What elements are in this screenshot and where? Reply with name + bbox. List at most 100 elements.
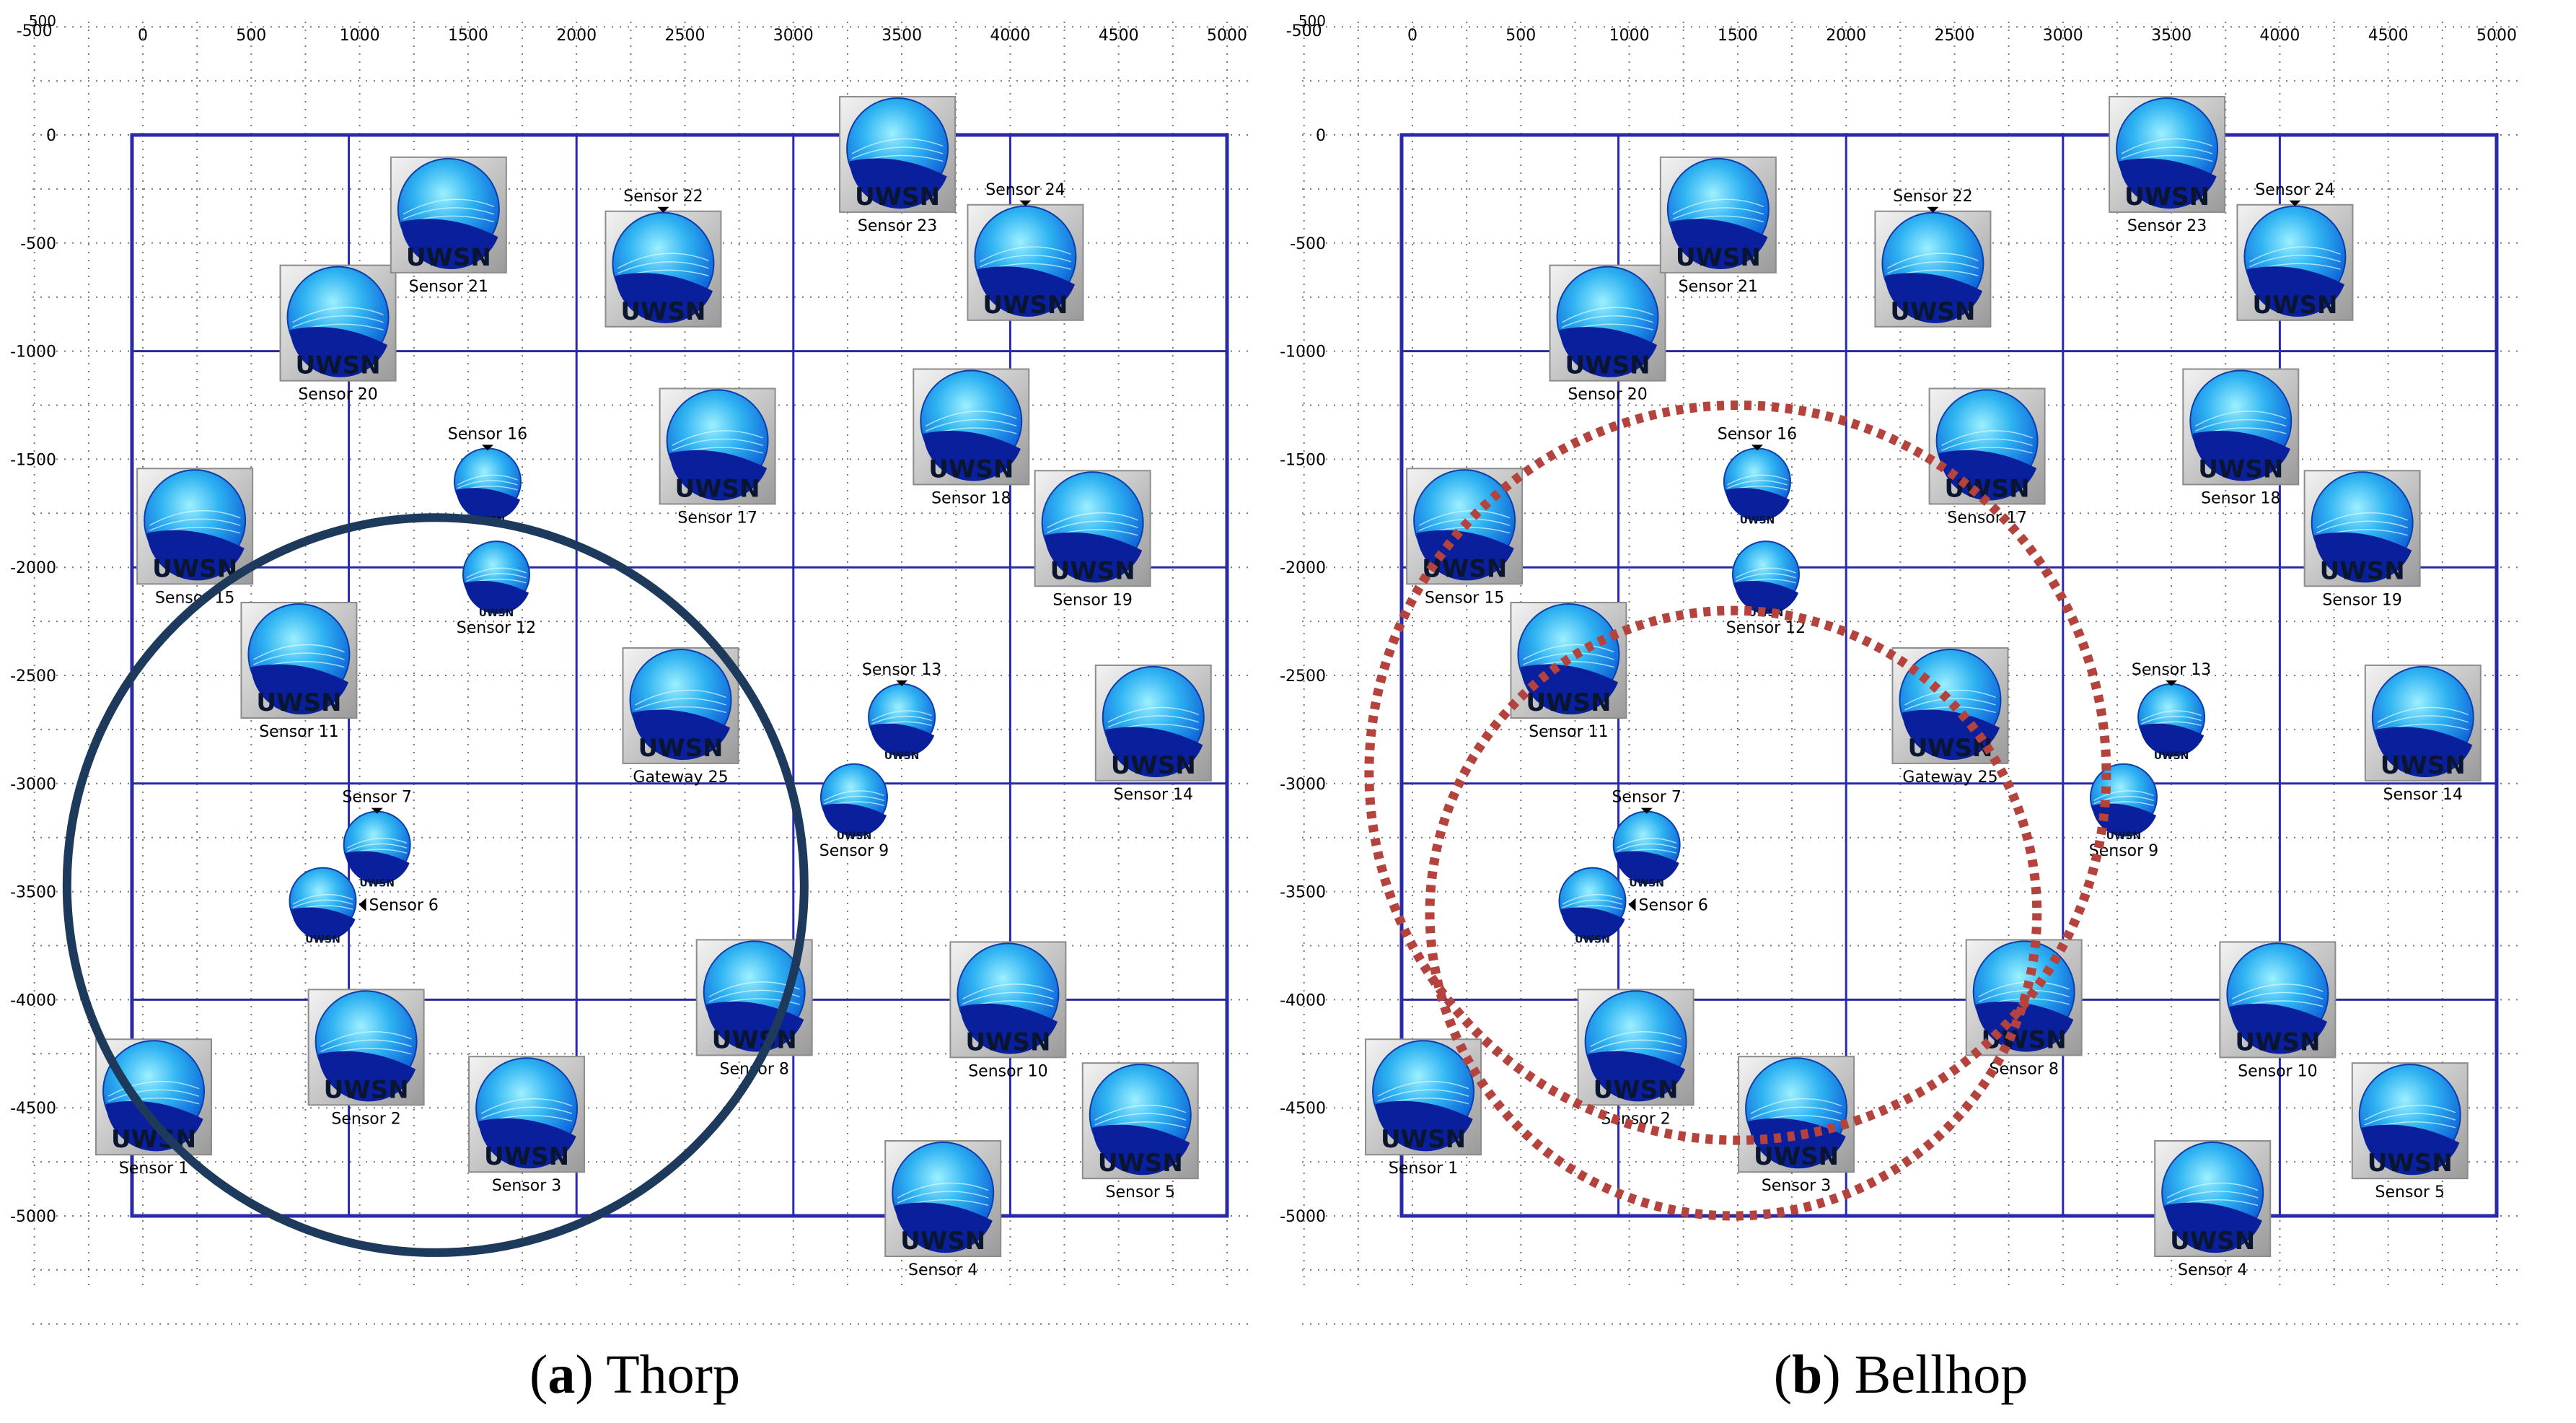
y-tick-label: -3000 [10,776,56,794]
grid-boundary [1399,133,2499,1218]
range-circle [62,513,809,1257]
wave-line [457,474,518,486]
icon-text: UWSN [900,1227,985,1256]
y-tick-label: -5000 [10,1208,56,1226]
caption-title: Bellhop [1854,1344,2028,1405]
y-tick-label: -1500 [10,451,56,469]
uwsn-node: UWSN Gateway 25 [622,647,739,787]
wave-line [466,573,527,582]
uwsn-node: UWSN Sensor 20 [279,264,397,404]
x-tick-label: 2000 [556,27,597,45]
wave-line [253,652,345,665]
y-tick-label: -3500 [1280,884,1326,902]
wave-line [1107,706,1200,723]
node-label: Sensor 11 [259,723,338,741]
wave-swoosh [894,1202,993,1253]
icon-text: UWSN [2198,455,2283,483]
pointer-icon [371,807,383,814]
uwsn-node: UWSN Sensor 22 [1874,188,1992,328]
icon-text: UWSN [1526,688,1611,717]
uwsn-node: UWSN Sensor 14 [2364,664,2482,804]
wave-swoosh [615,273,713,323]
uwsn-node: UWSN Sensor 13 [2132,661,2211,762]
wave-line [346,843,408,852]
network-plot-b: 0 500 1000 1500 2000 2500 3000 3500 4000 4500 5000… [1280,12,2521,1325]
wave-swoosh [1614,851,1679,885]
uwsn-node: UWSN Sensor 19 [1034,470,1151,609]
node-label: Sensor 21 [1679,278,1758,296]
wave-swoosh [400,219,498,269]
uwsn-node: UWSN Sensor 19 [2303,470,2421,609]
y-tick-label: -1000 [10,343,56,362]
x-tick-label: 4000 [990,27,1030,45]
node-label: Sensor 16 [1718,425,1797,443]
wave-line [1616,838,1677,849]
x-tick-label: 1000 [1609,27,1650,45]
x-tick-label: -500 [17,22,53,40]
wave-swoosh [1105,727,1203,778]
caption-a: (a) Thorp [529,1344,740,1405]
icon-text: UWSN [1890,297,1975,326]
wave-line [292,307,384,323]
y-tick-label: -500 [20,235,56,253]
wave-swoosh [1560,907,1625,941]
x-tick-label: 3500 [882,27,922,45]
uwsn-node: UWSN Sensor 6 [289,867,439,946]
y-tick-label: 0 [1316,127,1326,145]
icon-text: UWSN [1565,351,1650,380]
wave-swoosh [849,158,947,209]
wave-swoosh [318,1051,416,1102]
wave-line [149,509,241,526]
y-tick-label: -4500 [1280,1100,1326,1118]
wave-swoosh [1375,1100,1473,1152]
node-label: Sensor 10 [2238,1062,2317,1080]
wave-line [617,253,709,269]
uwsn-node: UWSN Sensor 18 [913,368,1030,507]
node-label: Sensor 7 [342,789,411,807]
node-label: Sensor 7 [1612,789,1681,807]
node-label: Sensor 17 [1947,509,2026,527]
icon-text: UWSN [620,297,705,326]
icon-text: UWSN [2170,1227,2255,1256]
uwsn-node: UWSN Sensor 14 [1094,664,1212,804]
wave-swoosh [959,1003,1058,1054]
x-tick-label: 500 [236,27,266,45]
node-label: Sensor 17 [677,509,757,527]
x-tick-label: 2500 [1935,27,1975,45]
wave-line [897,1182,989,1199]
node-label: Sensor 22 [623,188,703,206]
wave-swoosh [632,709,731,761]
wave-line [107,1080,200,1097]
x-tick-label: 1000 [340,27,380,45]
wave-line [480,1106,573,1119]
wave-line [2121,146,2213,159]
node-label: Sensor 6 [1638,897,1707,915]
x-tick-label: 1500 [1718,27,1758,45]
uwsn-node: UWSN Sensor 5 [1081,1062,1199,1201]
wave-line [2141,710,2202,722]
uwsn-node: UWSN Sensor 7 [342,789,411,890]
icon-text: UWSN [884,750,920,762]
network-plot-a: 0 500 1000 1500 2000 2500 3000 3500 4000 4500 5000… [10,12,1252,1325]
uwsn-node: UWSN Sensor 3 [1738,1056,1855,1195]
node-label: Sensor 5 [2375,1183,2445,1201]
wave-swoosh [2246,266,2345,317]
wave-swoosh [250,664,349,715]
x-tick-label: 4500 [2368,27,2409,45]
node-label: Sensor 11 [1529,723,1608,741]
wave-line [2249,255,2341,268]
coverage-circles [1364,400,2111,1221]
wave-line [925,419,1017,432]
wave-line [1047,512,1138,528]
x-tick-label: 1500 [448,27,488,45]
wave-swoosh [923,430,1021,481]
wave-swoosh [1976,1001,2074,1052]
pointer-icon [1927,206,1939,213]
